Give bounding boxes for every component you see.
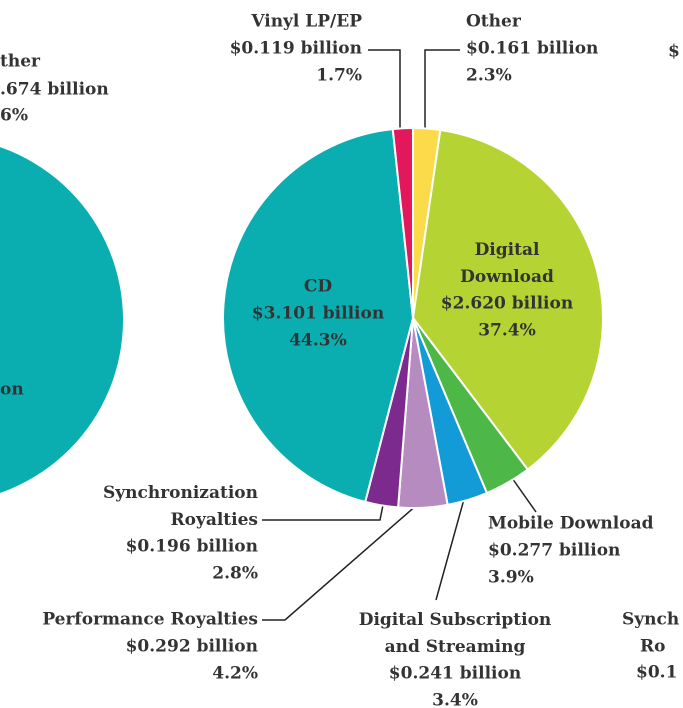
value-label: $0.277 billion [488, 541, 620, 561]
clipped-label: ther [0, 52, 41, 72]
clipped-label: $ [668, 42, 680, 62]
percent-label: 3.9% [488, 568, 534, 588]
category-label: Synchronization Royalties [103, 483, 258, 530]
clipped-label: Synch [622, 610, 679, 630]
leader-line [435, 491, 467, 601]
category-label: CD [304, 277, 333, 297]
category-label: Digital Download [460, 240, 554, 287]
leader-line [262, 499, 385, 521]
clipped-label: $0.1 [636, 663, 677, 683]
clipped-label: 6% [0, 106, 28, 126]
slices [222, 126, 604, 509]
percent-label: 2.3% [466, 66, 512, 86]
leader-line [424, 49, 460, 136]
leader-line [511, 477, 537, 513]
value-label: $0.196 billion [126, 537, 258, 557]
clipped-label: .674 billion [0, 80, 109, 100]
value-label: $2.620 billion [441, 294, 573, 314]
leader-line [262, 503, 419, 621]
percent-label: 2.8% [212, 564, 258, 584]
category-label: Mobile Download [488, 514, 654, 534]
value-label: $0.241 billion [389, 664, 521, 684]
clipped-pie [0, 147, 123, 493]
slice [391, 126, 414, 319]
category-label: Vinyl LP/EP [250, 12, 362, 32]
clipped-label: Ro [640, 637, 665, 657]
category-label: Performance Royalties [42, 610, 258, 630]
value-label: $0.292 billion [126, 637, 258, 657]
value-label: $3.101 billion [252, 304, 384, 324]
percent-label: 3.4% [432, 691, 478, 708]
category-label: Digital Subscription and Streaming [359, 610, 552, 657]
value-label: $0.161 billion [466, 39, 598, 59]
percent-label: 44.3% [289, 331, 347, 351]
category-label: Other [466, 12, 522, 32]
slice [411, 128, 604, 471]
percent-label: 37.4% [478, 321, 536, 341]
clipped-label: on [0, 380, 24, 400]
percent-label: 1.7% [316, 66, 362, 86]
leader-line [368, 49, 401, 136]
percent-label: 4.2% [212, 664, 258, 684]
leader-lines [262, 49, 537, 621]
value-label: $0.119 billion [230, 39, 362, 59]
slice [222, 127, 415, 504]
